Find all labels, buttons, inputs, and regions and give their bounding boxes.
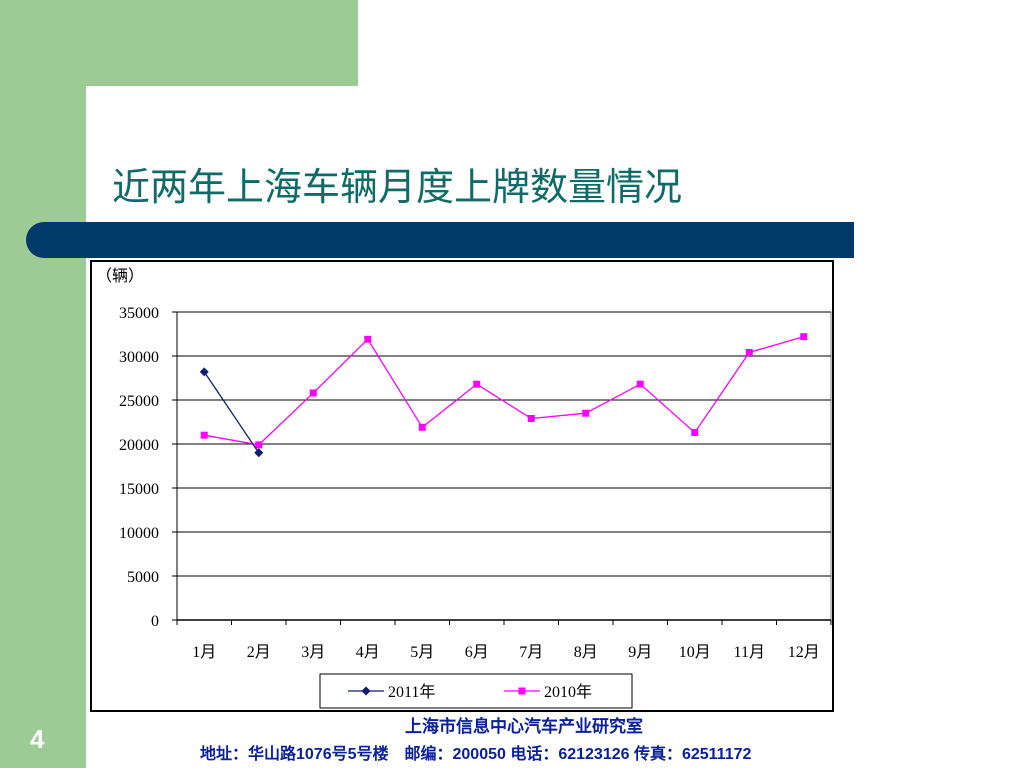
green-left-band (0, 0, 86, 768)
data-point (691, 429, 699, 437)
y-tick-label: 35000 (119, 305, 159, 322)
data-point (636, 380, 644, 388)
page-number: 4 (30, 724, 45, 754)
y-tick-label: 25000 (119, 393, 159, 410)
footer-address: 地址：华山路1076号5号楼 邮编：200050 电话：62123126 传真：… (200, 746, 752, 763)
footer-organization: 上海市信息中心汽车产业研究室 (405, 717, 643, 736)
x-tick-label: 5月 (410, 644, 434, 661)
x-tick-label: 9月 (628, 644, 652, 661)
plot-area (176, 311, 832, 621)
legend-marker (518, 687, 526, 695)
legend-label: 2011年 (388, 683, 435, 701)
data-point (582, 409, 590, 417)
y-tick-label: 0 (151, 613, 159, 630)
x-tick-label: 1月 (192, 644, 216, 661)
chart-frame (90, 260, 834, 712)
y-tick-label: 20000 (119, 437, 159, 454)
data-point (255, 441, 263, 449)
x-tick-label: 3月 (301, 644, 325, 661)
data-point (800, 333, 808, 341)
title-underline-bar (26, 222, 854, 258)
series-line (203, 371, 260, 454)
data-point (199, 367, 209, 377)
data-point (473, 380, 481, 388)
data-point (254, 448, 264, 458)
series-line (204, 336, 804, 446)
x-tick-label: 8月 (574, 644, 598, 661)
x-tick-label: 12月 (788, 644, 820, 661)
x-tick-label: 2月 (247, 644, 271, 661)
y-tick-label: 10000 (119, 525, 159, 542)
x-tick-label: 4月 (356, 644, 380, 661)
data-point (418, 423, 426, 431)
x-tick-label: 7月 (519, 644, 543, 661)
slide-title: 近两年上海车辆月度上牌数量情况 (112, 165, 683, 209)
data-point (527, 414, 535, 422)
y-unit-label: （辆） (96, 267, 144, 285)
y-tick-label: 30000 (119, 349, 159, 366)
legend-marker (361, 686, 371, 696)
x-tick-label: 6月 (465, 644, 489, 661)
y-tick-label: 5000 (127, 569, 159, 586)
data-point (200, 431, 208, 439)
legend-label: 2010年 (544, 683, 592, 701)
x-tick-label: 10月 (679, 644, 711, 661)
data-point (745, 348, 753, 356)
data-point (364, 335, 372, 343)
x-tick-label: 11月 (734, 644, 765, 661)
y-tick-label: 15000 (119, 481, 159, 498)
data-point (309, 389, 317, 397)
